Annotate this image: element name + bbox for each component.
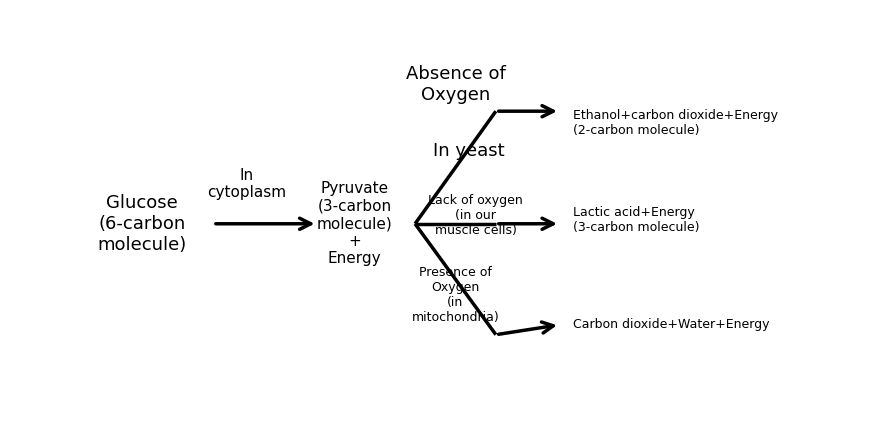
Text: Presence of
Oxygen
(in
mitochondria): Presence of Oxygen (in mitochondria) bbox=[412, 266, 500, 324]
Text: Carbon dioxide+Water+Energy: Carbon dioxide+Water+Energy bbox=[574, 318, 770, 331]
Text: Glucose
(6-carbon
molecule): Glucose (6-carbon molecule) bbox=[97, 194, 187, 254]
Text: In yeast: In yeast bbox=[433, 142, 505, 160]
Text: Ethanol+carbon dioxide+Energy
(2-carbon molecule): Ethanol+carbon dioxide+Energy (2-carbon … bbox=[574, 109, 779, 137]
Text: Lack of oxygen
(in our
muscle cells): Lack of oxygen (in our muscle cells) bbox=[428, 194, 523, 237]
Text: In
cytoplasm: In cytoplasm bbox=[207, 168, 286, 200]
Text: Absence of
Oxygen: Absence of Oxygen bbox=[406, 65, 506, 104]
Text: Pyruvate
(3-carbon
molecule)
+
Energy: Pyruvate (3-carbon molecule) + Energy bbox=[316, 181, 392, 266]
Text: Lactic acid+Energy
(3-carbon molecule): Lactic acid+Energy (3-carbon molecule) bbox=[574, 206, 700, 234]
